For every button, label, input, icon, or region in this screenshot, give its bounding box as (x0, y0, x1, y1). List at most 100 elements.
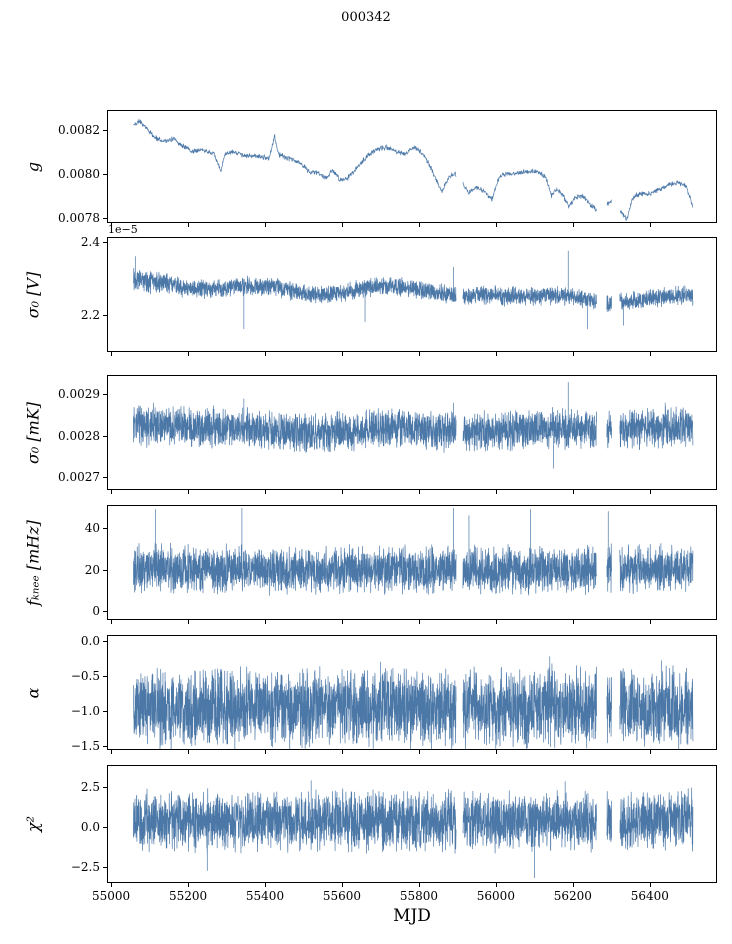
x-tick-mark (572, 750, 574, 754)
panel-sigma0-mk (107, 375, 717, 490)
y-tick-mark (103, 640, 107, 642)
x-tick-mark (418, 883, 420, 887)
y-tick-label: 0 (92, 604, 100, 619)
x-tick-mark (495, 490, 497, 494)
y-tick-label: −1.0 (70, 703, 100, 718)
y-tick-label: 0.0 (80, 633, 100, 648)
y-tick-mark (103, 527, 107, 529)
y-tick-mark (103, 394, 107, 396)
y-tick-label: 0.0080 (58, 166, 100, 181)
y-tick-label: 0.0 (80, 819, 100, 834)
x-tick-mark (341, 352, 343, 356)
y-tick-label: 2.2 (80, 307, 100, 322)
y-tick-mark (103, 241, 107, 243)
x-tick-mark (265, 750, 266, 754)
plot-canvas-chi2 (108, 766, 716, 882)
plot-canvas-sigma0-v (108, 238, 716, 351)
y-tick-mark (103, 611, 107, 613)
x-tick-mark (495, 883, 497, 887)
x-axis-label: MJD (393, 906, 431, 926)
x-tick-mark (188, 490, 190, 494)
x-tick-mark (188, 750, 190, 754)
y-tick-label: 2.4 (80, 234, 100, 249)
panel-fknee (107, 505, 717, 620)
x-tick-label: 56000 (476, 889, 515, 903)
x-tick-label: 55800 (399, 889, 439, 903)
x-tick-mark (111, 223, 113, 227)
x-tick-mark (495, 620, 497, 624)
panel-chi2 (107, 765, 717, 883)
y-tick-mark (103, 569, 107, 571)
x-tick-mark (649, 750, 651, 754)
x-tick-mark (572, 883, 574, 887)
y-tick-mark (103, 826, 107, 828)
y-tick-label: 0.0078 (58, 210, 100, 225)
x-tick-mark (649, 490, 651, 494)
y-tick-label: −2.5 (70, 859, 100, 874)
y-axis-offset-text: 1e−5 (108, 223, 138, 236)
y-tick-label: −1.5 (70, 738, 100, 753)
y-tick-label: 0.0082 (58, 122, 100, 137)
x-tick-label: 56200 (553, 889, 592, 903)
panel-sigma0-v (107, 237, 717, 352)
plot-canvas-g (108, 111, 716, 222)
x-tick-label: 55200 (168, 889, 208, 903)
y-axis-label-chi2: χ² (23, 815, 43, 833)
y-tick-label: −0.5 (70, 668, 100, 683)
x-tick-mark (265, 490, 266, 494)
x-tick-mark (495, 223, 497, 227)
y-tick-mark (103, 745, 107, 747)
x-tick-mark (649, 620, 651, 624)
x-tick-mark (572, 490, 574, 494)
y-tick-mark (103, 866, 107, 868)
panel-g (107, 110, 717, 223)
x-tick-label: 55000 (91, 889, 131, 903)
x-tick-mark (572, 352, 574, 356)
y-tick-mark (103, 217, 107, 219)
x-tick-mark (572, 223, 574, 227)
x-tick-mark (111, 620, 113, 624)
x-tick-label: 55600 (322, 889, 362, 903)
figure-title: 000342 (341, 10, 391, 25)
x-tick-mark (649, 352, 651, 356)
y-tick-label: 20 (84, 562, 100, 577)
x-tick-mark (265, 883, 266, 887)
x-tick-mark (265, 223, 266, 227)
y-tick-mark (103, 675, 107, 677)
x-tick-mark (341, 883, 343, 887)
x-tick-mark (418, 490, 420, 494)
y-tick-label: 0.0029 (58, 387, 100, 402)
x-tick-mark (111, 352, 113, 356)
y-axis-label-alpha: α (23, 687, 43, 698)
y-tick-mark (103, 173, 107, 175)
y-tick-mark (103, 476, 107, 478)
x-tick-mark (418, 620, 420, 624)
x-tick-mark (188, 620, 190, 624)
plot-canvas-sigma0-mk (108, 376, 716, 489)
x-tick-label: 55400 (245, 889, 285, 903)
y-tick-label: 40 (84, 520, 100, 535)
x-tick-mark (265, 352, 266, 356)
x-tick-mark (111, 883, 113, 887)
y-tick-label: 0.0027 (58, 469, 100, 484)
x-tick-mark (188, 883, 190, 887)
x-tick-mark (495, 352, 497, 356)
x-tick-mark (495, 750, 497, 754)
y-tick-mark (103, 129, 107, 131)
plot-canvas-fknee (108, 506, 716, 619)
x-tick-mark (341, 620, 343, 624)
y-tick-label: 0.0028 (58, 428, 100, 443)
x-tick-mark (111, 490, 113, 494)
y-axis-label-sigma0-v: σ₀ [V] (23, 271, 43, 318)
y-axis-label-g: g (23, 161, 43, 172)
plot-canvas-alpha (108, 636, 716, 749)
y-tick-mark (103, 314, 107, 316)
y-axis-label-sigma0-mk: σ₀ [mK] (23, 401, 43, 464)
x-tick-mark (265, 620, 266, 624)
x-tick-mark (418, 352, 420, 356)
x-tick-mark (649, 883, 651, 887)
y-tick-mark (103, 786, 107, 788)
x-tick-label: 56400 (630, 889, 669, 903)
x-tick-mark (418, 223, 420, 227)
